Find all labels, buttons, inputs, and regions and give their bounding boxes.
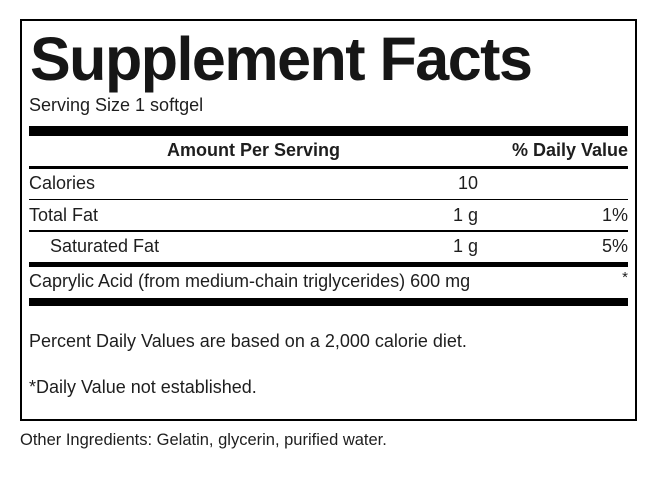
table-row-total-fat: Total Fat 1 g 1% <box>29 200 628 230</box>
panel-title: Supplement Facts <box>30 25 533 93</box>
table-row-calories: Calories 10 <box>29 169 628 199</box>
serving-size-text: Serving Size 1 softgel <box>29 95 204 116</box>
header-divider-bar <box>29 125 628 136</box>
nutrient-dv: 1% <box>601 204 628 225</box>
daily-value-header: % Daily Value <box>511 140 628 161</box>
supplement-facts-panel: Supplement Facts Serving Size 1 softgel … <box>20 19 637 421</box>
ingredient-text: Caprylic Acid (from medium-chain triglyc… <box>29 270 471 291</box>
nutrient-amount: 10 <box>457 173 478 194</box>
nutrient-name: Total Fat <box>29 204 99 225</box>
row-divider <box>29 198 628 201</box>
table-row-saturated-fat: Saturated Fat 1 g 5% <box>29 232 628 262</box>
table-header-row: Amount Per Serving % Daily Value <box>29 136 628 166</box>
rule-under-header <box>29 165 628 169</box>
thick-divider-below-ingredient <box>29 297 628 306</box>
table-row-caprylic-acid: Caprylic Acid (from medium-chain triglyc… <box>29 267 628 298</box>
footnote-daily-values: Percent Daily Values are based on a 2,00… <box>29 330 467 351</box>
nutrient-amount: 1 g <box>452 236 478 257</box>
amount-per-serving-header: Amount Per Serving <box>166 140 341 161</box>
nutrient-amount: 1 g <box>452 204 478 225</box>
nutrient-name: Saturated Fat <box>50 236 160 257</box>
nutrient-dv: 5% <box>601 236 628 257</box>
row-divider <box>29 230 628 232</box>
footnote-not-established: *Daily Value not established. <box>29 376 257 397</box>
thick-divider-above-ingredient <box>29 261 628 267</box>
nutrient-name: Calories <box>29 173 96 194</box>
ingredient-dv-asterisk: * <box>622 268 628 286</box>
other-ingredients-text: Other Ingredients: Gelatin, glycerin, pu… <box>20 431 387 449</box>
